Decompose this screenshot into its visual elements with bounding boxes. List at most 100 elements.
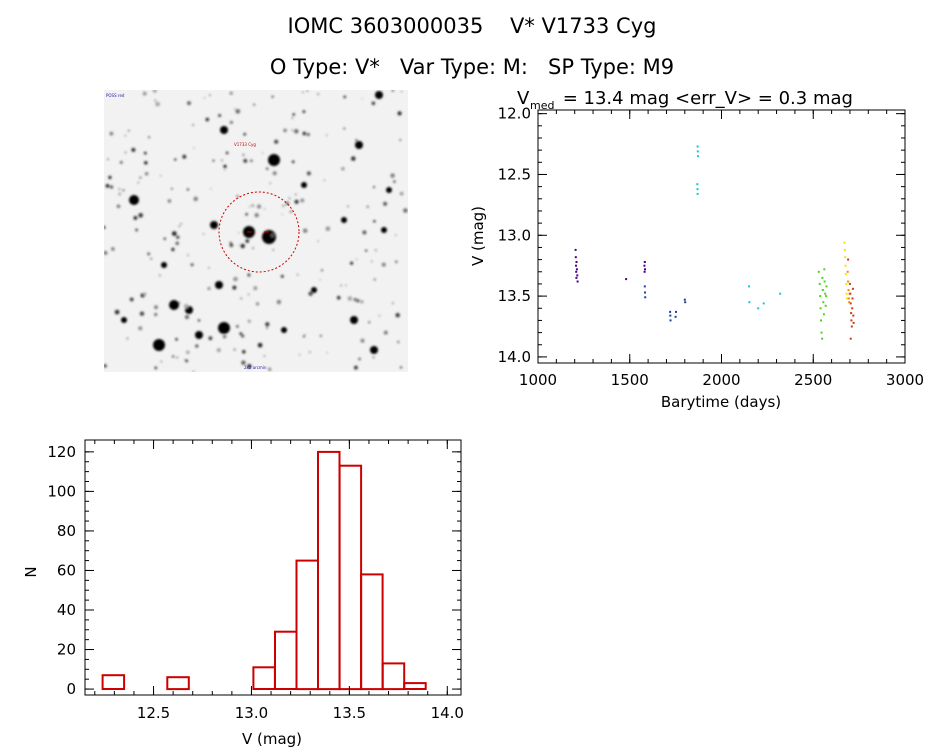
star: [378, 315, 381, 317]
star: [142, 91, 147, 96]
lc-data-point: [675, 310, 677, 313]
lc-data-point: [847, 258, 850, 261]
star: [393, 180, 396, 183]
lc-data-point: [821, 337, 824, 340]
lc-ylabel: V (mag): [469, 206, 487, 266]
star: [192, 370, 195, 372]
lc-data-point: [817, 270, 820, 273]
star: [351, 156, 356, 161]
star: [195, 331, 203, 339]
star: [370, 346, 378, 354]
star: [139, 176, 142, 179]
star: [139, 311, 145, 316]
star: [355, 141, 363, 149]
star: [138, 326, 143, 331]
hist-ytick-label: 100: [47, 482, 76, 500]
lc-xtick-label: 1000: [519, 371, 557, 389]
star: [160, 360, 163, 363]
lc-data-point: [849, 337, 852, 340]
lc-data-point: [669, 310, 672, 313]
lc-data-point: [575, 264, 577, 267]
star: [255, 302, 260, 306]
lc-data-point: [748, 301, 751, 304]
star: [400, 90, 403, 93]
lc-ytick-label: 14.0: [498, 348, 531, 366]
lc-data-point: [644, 296, 647, 299]
lc-data-point: [843, 241, 846, 244]
star: [245, 239, 250, 243]
star: [143, 151, 147, 155]
star: [233, 276, 238, 282]
star: [171, 247, 175, 252]
star: [210, 221, 218, 229]
star: [370, 260, 373, 263]
finder-label-survey: POSS red: [106, 93, 125, 98]
lc-data-point: [643, 270, 646, 273]
star: [289, 210, 293, 214]
lc-data-point: [643, 264, 646, 267]
lc-ytick-label: 13.5: [498, 287, 531, 305]
star: [395, 260, 398, 263]
lc-data-point: [823, 268, 826, 271]
star: [124, 151, 127, 154]
star: [326, 352, 328, 354]
hist-xtick-label: 12.5: [137, 704, 170, 722]
lc-data-point: [824, 304, 827, 307]
star: [291, 160, 295, 164]
star: [319, 334, 323, 338]
hist-bar: [403, 682, 427, 691]
star: [355, 258, 358, 261]
hist-plot-frame: [84, 439, 462, 696]
star: [122, 189, 125, 192]
lc-data-point: [821, 276, 824, 279]
hist-xtick-label: 14.0: [431, 704, 464, 722]
star: [350, 261, 354, 265]
star: [225, 151, 229, 155]
star: [152, 90, 157, 93]
lc-data-point: [819, 307, 822, 310]
star: [372, 356, 375, 359]
star: [288, 197, 291, 200]
star: [154, 305, 158, 310]
lc-data-point: [575, 268, 578, 271]
star: [224, 169, 226, 171]
star: [301, 182, 307, 188]
star: [236, 194, 240, 198]
lc-data-point: [643, 285, 646, 288]
star: [235, 324, 239, 328]
star: [294, 199, 299, 204]
lc-xtick-label: 2500: [794, 371, 832, 389]
lc-data-point: [644, 291, 646, 294]
star: [373, 219, 376, 223]
lc-data-point: [846, 297, 848, 300]
lc-data-point: [825, 285, 828, 288]
star: [257, 342, 263, 348]
star: [159, 175, 162, 177]
star: [143, 160, 148, 165]
star: [247, 273, 251, 277]
lc-data-point: [822, 313, 825, 316]
star: [265, 167, 269, 170]
star: [263, 208, 266, 210]
lc-data-point: [779, 292, 782, 295]
star: [207, 286, 211, 291]
lc-xlabel: Barytime (days): [661, 393, 781, 411]
star: [153, 339, 165, 351]
star: [248, 206, 250, 208]
lc-data-point: [852, 314, 855, 317]
lc-data-point: [643, 261, 646, 263]
star: [143, 292, 147, 296]
star: [252, 247, 254, 249]
star: [319, 279, 321, 281]
star: [104, 250, 108, 255]
lc-data-point: [825, 295, 828, 298]
star: [105, 184, 110, 188]
hist-ytick-label: 60: [57, 561, 76, 579]
lc-data-point: [696, 183, 699, 186]
lc-data-point: [847, 280, 850, 283]
lc-data-point: [575, 270, 578, 273]
star: [137, 181, 140, 184]
star: [280, 274, 284, 278]
star: [375, 249, 377, 252]
star: [317, 240, 319, 242]
